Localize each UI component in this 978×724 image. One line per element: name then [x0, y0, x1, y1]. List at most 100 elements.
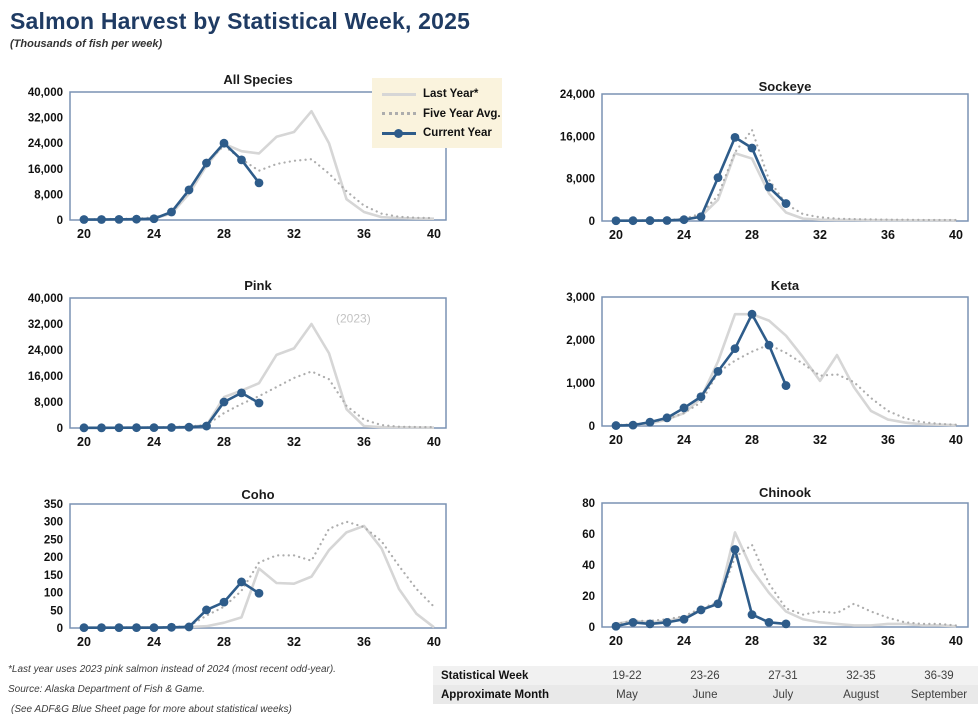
svg-text:50: 50: [50, 605, 63, 617]
marker-dot-icon: [394, 128, 403, 138]
legend-item-last-year: Last Year*: [382, 85, 494, 103]
svg-text:16,000: 16,000: [28, 164, 63, 176]
chinook-chart-canvas: 0 20 40 60 80 20 24 28 32 36 40: [582, 498, 969, 648]
svg-text:24: 24: [147, 435, 161, 449]
svg-text:8,000: 8,000: [34, 397, 63, 409]
page-title: Salmon Harvest by Statistical Week, 2025: [10, 8, 471, 34]
svg-text:40: 40: [949, 228, 963, 242]
svg-text:36: 36: [357, 635, 371, 649]
svg-text:40: 40: [582, 560, 595, 572]
row-header: Statistical Week: [441, 669, 529, 682]
svg-text:150: 150: [44, 570, 63, 582]
svg-text:200: 200: [44, 552, 63, 564]
svg-text:32,000: 32,000: [28, 319, 63, 331]
footnote-last-year: *Last year uses 2023 pink salmon instead…: [8, 664, 336, 675]
svg-text:20: 20: [77, 635, 91, 649]
legend-label: Last Year*: [423, 88, 479, 100]
table-row-statistical-week: Statistical Week 19-22 23-26 27-31 32-35…: [433, 666, 978, 685]
svg-text:0: 0: [57, 423, 63, 435]
chart-title-pink: Pink: [244, 278, 272, 293]
svg-text:32: 32: [287, 435, 301, 449]
svg-text:20: 20: [77, 227, 91, 241]
table-cell: June: [692, 688, 718, 701]
pink-chart-canvas: 0 8,000 16,000 24,000 32,000 40,000 20 24 28 32 36…: [28, 293, 447, 449]
svg-text:0: 0: [589, 421, 595, 433]
svg-text:28: 28: [745, 634, 759, 648]
svg-text:24,000: 24,000: [28, 138, 63, 150]
svg-text:24: 24: [147, 635, 161, 649]
svg-text:3,000: 3,000: [566, 292, 595, 304]
chart-keta: 0 1,000 2,000 3,000 20 24 28 32 36 40: [552, 292, 978, 455]
legend-item-current-year: Current Year: [382, 124, 494, 142]
footnote-blue-sheet: (See ADF&G Blue Sheet page for more abou…: [11, 704, 292, 715]
footnotes: *Last year uses 2023 pink salmon instead…: [8, 664, 428, 724]
svg-text:32: 32: [813, 228, 827, 242]
table-cell: 19-22: [612, 669, 642, 682]
chart-title-all-species: All Species: [223, 72, 293, 87]
svg-text:20: 20: [609, 634, 623, 648]
svg-text:0: 0: [57, 623, 63, 635]
table-cell: July: [772, 688, 794, 701]
all-species-chart-canvas: 0 8,000 16,000 24,000 32,000 40,000 20 24 28 32 36…: [28, 87, 447, 241]
chart-title-keta: Keta: [770, 278, 800, 293]
svg-text:60: 60: [582, 529, 595, 541]
svg-text:36: 36: [357, 227, 371, 241]
table-cell: 32-35: [846, 669, 876, 682]
legend-item-five-year-avg: Five Year Avg.: [382, 105, 501, 123]
svg-text:20: 20: [609, 228, 623, 242]
legend: Last Year* Five Year Avg. Current Year: [372, 78, 502, 148]
chart-title-coho: Coho: [241, 487, 275, 502]
table-cell: May: [616, 688, 638, 701]
chart-all-species: 0 8,000 16,000 24,000 32,000 40,000 20 24 28 32 36…: [20, 87, 458, 248]
svg-text:40,000: 40,000: [28, 87, 63, 99]
svg-text:36: 36: [881, 433, 895, 447]
current-year-line-marker-icon: [382, 128, 416, 138]
svg-text:8,000: 8,000: [566, 174, 595, 186]
svg-text:32: 32: [813, 433, 827, 447]
svg-text:24,000: 24,000: [560, 89, 595, 101]
chart-chinook: 0 20 40 60 80 20 24 28 32 36 40: [552, 498, 978, 655]
svg-text:80: 80: [582, 498, 595, 510]
chart-coho: 0 50 100 150 200 250 300 350 20 24 28 32 36 40: [20, 499, 458, 656]
svg-text:40: 40: [949, 634, 963, 648]
table-cell: September: [910, 688, 968, 701]
table-cell: 36-39: [924, 669, 954, 682]
svg-text:40: 40: [427, 435, 441, 449]
coho-chart-canvas: 0 50 100 150 200 250 300 350 20 24 28 32 36 40: [44, 499, 447, 649]
svg-text:28: 28: [217, 635, 231, 649]
svg-text:32: 32: [287, 227, 301, 241]
svg-text:0: 0: [589, 216, 595, 228]
svg-text:2,000: 2,000: [566, 335, 595, 347]
table-cell: 23-26: [690, 669, 720, 682]
page-subtitle: (Thousands of fish per week): [10, 38, 163, 50]
table-cell: August: [843, 688, 879, 701]
svg-text:32: 32: [813, 634, 827, 648]
svg-text:28: 28: [217, 227, 231, 241]
chart-title-sockeye: Sockeye: [758, 79, 812, 94]
five-year-avg-dotted-line-icon: [382, 112, 416, 115]
svg-text:40,000: 40,000: [28, 293, 63, 305]
svg-text:40: 40: [949, 433, 963, 447]
svg-text:20: 20: [77, 435, 91, 449]
svg-text:20: 20: [582, 591, 595, 603]
svg-text:(2023): (2023): [336, 311, 371, 325]
svg-text:28: 28: [745, 433, 759, 447]
svg-text:300: 300: [44, 517, 63, 529]
row-header: Approximate Month: [441, 688, 549, 701]
svg-text:0: 0: [57, 215, 63, 227]
svg-text:24: 24: [147, 227, 161, 241]
svg-text:16,000: 16,000: [560, 131, 595, 143]
table-cell: 27-31: [768, 669, 798, 682]
svg-text:40: 40: [427, 635, 441, 649]
svg-text:36: 36: [881, 634, 895, 648]
sockeye-chart-canvas: 0 8,000 16,000 24,000 20 24 28 32 36 40: [560, 89, 969, 242]
svg-text:36: 36: [881, 228, 895, 242]
svg-text:100: 100: [44, 588, 63, 600]
last-year-line-icon: [382, 92, 416, 96]
keta-chart-canvas: 0 1,000 2,000 3,000 20 24 28 32 36 40: [566, 292, 969, 447]
svg-text:36: 36: [357, 435, 371, 449]
svg-text:8,000: 8,000: [34, 189, 63, 201]
legend-label: Five Year Avg.: [423, 107, 501, 120]
svg-text:32,000: 32,000: [28, 113, 63, 125]
